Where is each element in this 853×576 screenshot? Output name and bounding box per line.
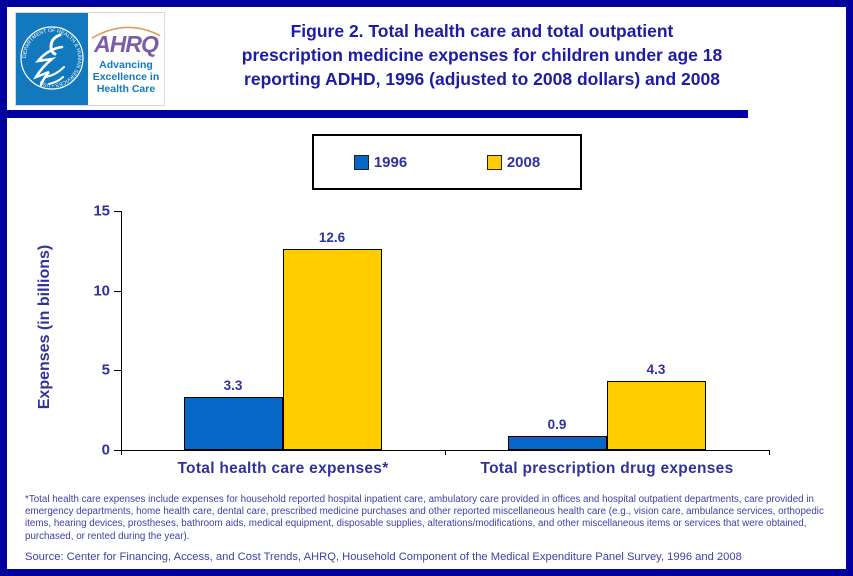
footnote-text: *Total health care expenses include expe… xyxy=(25,494,824,542)
ahrq-tagline: Advancing Excellence in Health Care xyxy=(92,58,160,96)
source-text: Source: Center for Financing, Access, an… xyxy=(25,551,742,563)
legend-label-1996: 1996 xyxy=(373,153,408,171)
x-tick-mark xyxy=(445,450,446,455)
bar-2008-2 xyxy=(607,381,706,450)
y-tick-label: 10 xyxy=(93,282,110,300)
x-tick-mark xyxy=(121,450,122,455)
y-axis-line xyxy=(121,211,122,450)
y-tick-label: 0 xyxy=(101,441,110,459)
chart-legend: 1996 2008 xyxy=(312,134,582,190)
bar-1996-1 xyxy=(184,397,283,450)
legend-label-2008: 2008 xyxy=(506,153,541,171)
ahrq-wordmark: AHRQ xyxy=(94,30,159,57)
legend-item-2008: 2008 xyxy=(486,153,541,171)
category-label-1: Total health care expenses* xyxy=(177,460,389,477)
plot-area: 3.3 12.6 Total health care expenses* 0.9 4.3… xyxy=(93,203,770,477)
ahrq-arc-icon xyxy=(91,26,161,39)
figure-title: Figure 2. Total health care and total ou… xyxy=(177,19,787,91)
y-tick-mark xyxy=(114,370,121,371)
y-tick-mark xyxy=(114,211,121,212)
hhs-seal: DEPARTMENT OF HEALTH & HUMAN SERVICES • … xyxy=(16,13,88,105)
x-tick-mark xyxy=(769,450,770,455)
y-tick-mark xyxy=(114,450,121,451)
bar-1996-2 xyxy=(508,436,607,450)
y-tick-label: 15 xyxy=(93,202,110,220)
legend-swatch-2008 xyxy=(486,154,502,170)
legend-item-1996: 1996 xyxy=(353,153,408,171)
category-label-2: Total prescription drug expenses xyxy=(480,460,734,477)
figure-title-line1: Figure 2. Total health care and total ou… xyxy=(290,21,674,41)
hhs-ahrq-logo: DEPARTMENT OF HEALTH & HUMAN SERVICES • … xyxy=(15,12,165,106)
y-axis-title: Expenses (in billions) xyxy=(36,244,53,410)
bar-value-label: 12.6 xyxy=(318,230,346,245)
ahrq-logo: AHRQ Advancing Excellence in Health Care xyxy=(88,13,164,105)
hhs-eagle-icon: DEPARTMENT OF HEALTH & HUMAN SERVICES • … xyxy=(20,26,84,90)
bar-value-label: 0.9 xyxy=(547,417,567,432)
y-tick-mark xyxy=(114,291,121,292)
header-divider-rule xyxy=(7,110,748,118)
figure-title-line3: reporting ADHD, 1996 (adjusted to 2008 d… xyxy=(244,69,720,90)
bar-value-label: 3.3 xyxy=(223,378,243,393)
bar-value-label: 4.3 xyxy=(646,362,666,377)
figure-title-line2: prescription medicine expenses for child… xyxy=(241,45,723,66)
legend-swatch-1996 xyxy=(353,154,369,170)
y-tick-label: 5 xyxy=(101,361,110,379)
bar-2008-1 xyxy=(283,249,382,450)
